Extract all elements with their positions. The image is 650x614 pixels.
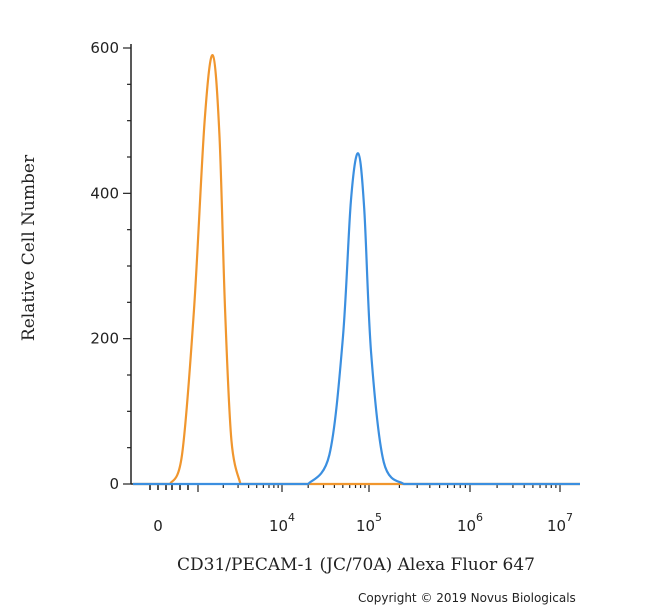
- x-axis: 0 104 105 106 107: [131, 483, 580, 535]
- y-axis-label: Relative Cell Number: [19, 154, 39, 341]
- y-axis: 0 200 400 600: [90, 39, 132, 493]
- x-axis-label: CD31/PECAM-1 (JC/70A) Alexa Fluor 647: [177, 555, 535, 575]
- x-tick-label: 0: [153, 517, 163, 535]
- y-tick-label: 200: [90, 330, 119, 348]
- x-tick-label: 106: [457, 511, 483, 535]
- x-tick-label: 104: [269, 511, 295, 535]
- series-layer: [133, 54, 580, 486]
- x-tick-label: 105: [356, 511, 382, 535]
- x-tick-label: 107: [547, 511, 573, 535]
- y-tick-label: 400: [90, 184, 119, 202]
- y-tick-label: 0: [109, 475, 119, 493]
- histogram-series-2: [133, 152, 580, 486]
- histogram-series-1: [133, 54, 580, 486]
- y-tick-label: 600: [90, 39, 119, 57]
- copyright-notice: Copyright © 2019 Novus Biologicals: [358, 591, 576, 605]
